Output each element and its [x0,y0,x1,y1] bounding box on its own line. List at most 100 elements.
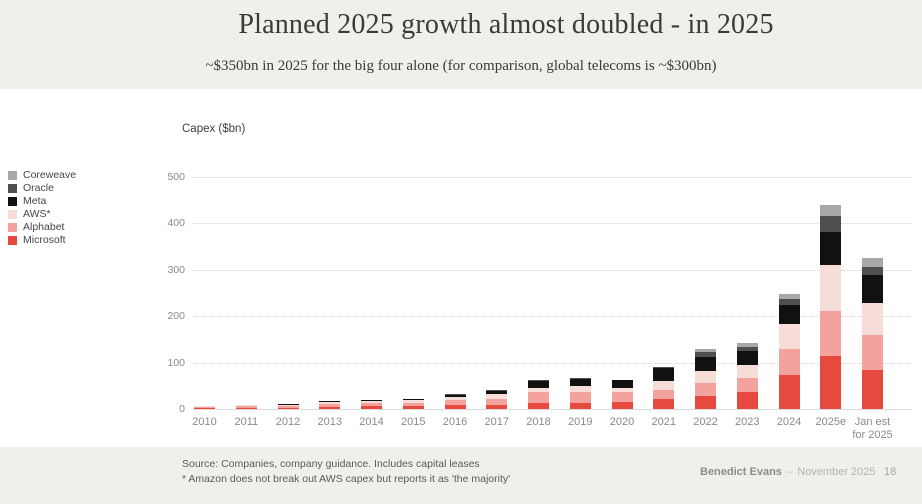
bar-segment-oracle-jan-est-for-2025 [862,267,883,276]
x-tick-2013: 2013 [317,416,343,428]
x-tick-2023: 2023 [735,416,760,428]
legend: Coreweave Oracle Meta AWS* Alphabet Microsoft [8,169,76,247]
bar-segment-meta-2014 [361,399,382,401]
bar-segment-alphabet-2011 [235,406,257,408]
bar-2015 [402,399,424,409]
footer-band [0,447,922,504]
bar-segment-oracle-2025e [820,216,842,232]
bar-segment-meta-2024 [778,305,800,324]
bar-segment-meta-2017 [486,390,508,394]
bar-segment-aws-2020 [611,387,633,393]
bar-2012 [277,404,299,409]
bar-segment-microsoft-2013 [319,406,341,409]
bar-segment-oracle-2019 [569,378,591,379]
y-tick-0: 0 [179,403,185,415]
bar-segment-meta-2022 [695,356,716,371]
x-tick-2014: 2014 [359,416,384,428]
credit-separator: -- [785,466,794,478]
bar-2024 [778,294,800,409]
bar-segment-microsoft-2012 [277,407,299,409]
bar-segment-microsoft-2014 [361,406,382,409]
gridline-100 [193,362,912,364]
bar-segment-oracle-2017 [486,389,508,391]
bar-segment-microsoft-2024 [778,375,800,409]
y-tick-200: 200 [167,310,185,323]
bar-segment-meta-2019 [569,378,591,386]
credit-line: Benedict Evans -- November 2025 [700,466,876,478]
page-subtitle: ~$350bn in 2025 for the big four alone (… [205,58,717,74]
gridline-500 [193,177,912,178]
x-tick-2018: 2018 [526,416,551,428]
bar-segment-aws-2019 [569,385,591,392]
bar-segment-aws-2024 [778,323,800,349]
bar-segment-oracle-2016 [444,393,466,395]
bar-2020 [611,379,633,409]
legend-swatch-alphabet [8,223,17,232]
bar-segment-meta-2012 [277,404,299,406]
bar-segment-microsoft-2018 [528,403,549,409]
bar-jan-est-for-2025 [862,258,883,409]
bar-segment-coreweave-2022 [695,349,716,353]
chart-axis-title: Capex ($bn) [182,123,246,135]
x-tick-2011: 2011 [234,416,259,428]
bar-segment-meta-2013 [319,401,341,402]
bar-segment-aws-2011 [235,405,257,407]
x-tick-2019: 2019 [568,416,593,428]
bar-segment-alphabet-2024 [778,348,800,376]
legend-item-meta: Meta [8,195,76,208]
bar-segment-aws-2023 [736,365,758,378]
bar-segment-microsoft-2011 [235,407,257,409]
x-tick-2016: 2016 [442,416,468,428]
x-tick-2022: 2022 [693,416,718,428]
bar-segment-meta-2023 [736,351,758,366]
legend-label: Microsoft [23,234,66,246]
bar-segment-aws-2015 [402,400,424,403]
x-tick-2025e: 2025e [815,416,847,428]
bar-segment-microsoft-2019 [569,402,591,410]
bar-segment-aws-2025e [820,265,842,311]
legend-label: Oracle [23,182,54,194]
bar-2014 [361,399,382,409]
x-tick-2024: 2024 [776,416,802,428]
y-tick-100: 100 [167,356,185,369]
bar-segment-meta-2018 [528,381,549,388]
bar-segment-meta-2020 [611,380,633,388]
bar-segment-microsoft-2022 [695,395,716,409]
bar-segment-alphabet-jan-est-for-2025 [862,334,883,370]
bar-segment-meta-2021 [653,368,675,381]
bar-segment-aws-jan-est-for-2025 [862,303,883,335]
x-tick-2017: 2017 [484,416,510,428]
legend-swatch-meta [8,197,17,206]
source-note-line1: Source: Companies, company guidance. Inc… [182,458,480,470]
header-band [0,0,922,89]
bar-2016 [444,393,466,409]
bar-2025e [820,204,842,409]
bar-segment-aws-2014 [361,400,382,403]
bar-segment-alphabet-2021 [653,389,675,400]
bar-2022 [695,349,716,409]
bar-segment-meta-2016 [444,394,466,397]
x-tick-2012: 2012 [275,416,301,428]
y-tick-500: 500 [167,171,185,183]
bar-segment-coreweave-2024 [778,294,800,299]
gridline-400 [193,223,912,225]
bar-segment-alphabet-2020 [611,392,633,402]
y-tick-400: 400 [167,217,185,230]
bar-segment-microsoft-2015 [402,406,424,409]
gridline-200 [193,316,912,318]
bar-segment-alphabet-2023 [736,377,758,392]
x-tick-2010: 2010 [192,416,217,428]
legend-label: AWS* [23,208,51,220]
bar-segment-aws-2016 [444,396,466,400]
bar-segment-alphabet-2016 [444,400,466,405]
x-tick-jan-est-for-2025: Jan est for 2025 [852,416,893,441]
bar-segment-aws-2022 [695,370,716,383]
legend-swatch-oracle [8,184,17,193]
bar-segment-oracle-2022 [695,352,716,357]
bar-segment-microsoft-2010 [194,408,215,409]
bar-2018 [528,380,549,409]
bar-segment-aws-2013 [319,401,341,404]
bar-segment-alphabet-2022 [695,382,716,396]
bar-segment-alphabet-2013 [319,403,341,407]
